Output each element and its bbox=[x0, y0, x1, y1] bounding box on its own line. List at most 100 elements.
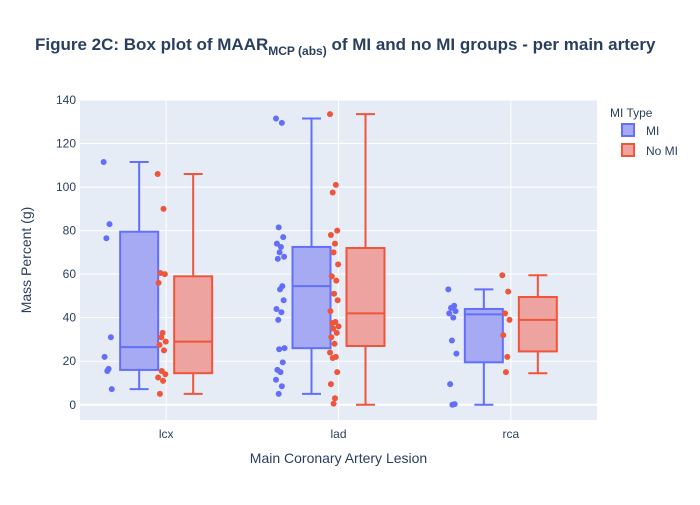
data-point bbox=[278, 119, 285, 126]
data-point bbox=[448, 304, 455, 311]
data-point bbox=[335, 261, 342, 268]
data-point bbox=[332, 181, 339, 188]
box-series bbox=[119, 113, 558, 406]
data-point bbox=[275, 390, 282, 397]
y-axis-label: Mass Percent (g) bbox=[18, 207, 34, 314]
data-point bbox=[100, 159, 107, 166]
data-point bbox=[327, 308, 334, 315]
data-point bbox=[452, 308, 459, 315]
data-point bbox=[273, 305, 280, 312]
data-point bbox=[333, 277, 340, 284]
y-tick-label: 100 bbox=[56, 180, 76, 194]
data-point bbox=[276, 249, 283, 256]
data-point bbox=[277, 286, 284, 293]
iqr-box bbox=[291, 245, 332, 350]
data-point bbox=[276, 346, 283, 353]
data-point bbox=[273, 115, 279, 122]
box-mi-rca bbox=[463, 288, 504, 406]
data-point bbox=[275, 224, 282, 231]
data-point bbox=[334, 227, 341, 234]
title-main: Figure 2C: Box plot of MAAR bbox=[35, 35, 268, 54]
x-tick-labels: lcx lad rca bbox=[159, 427, 520, 441]
title-subscript: MCP (abs) bbox=[268, 44, 326, 58]
data-point bbox=[506, 316, 513, 323]
y-tick-label: 40 bbox=[63, 311, 77, 325]
iqr-box bbox=[173, 275, 214, 375]
data-point bbox=[155, 374, 162, 381]
data-point bbox=[273, 240, 280, 247]
data-point bbox=[280, 297, 287, 304]
data-point bbox=[162, 338, 169, 345]
data-point bbox=[335, 323, 342, 330]
data-point bbox=[504, 353, 511, 360]
data-point bbox=[446, 310, 453, 317]
x-tick-label: lad bbox=[330, 427, 346, 441]
data-point bbox=[277, 243, 284, 250]
box-no-mi-lcx bbox=[173, 173, 214, 395]
y-tick-label: 80 bbox=[63, 224, 77, 238]
data-point bbox=[328, 334, 335, 341]
data-point bbox=[278, 309, 285, 316]
title-rest: of MI and no MI groups - per main artery bbox=[327, 35, 656, 54]
data-point bbox=[101, 353, 108, 360]
chart-title: Figure 2C: Box plot of MAARMCP (abs) of … bbox=[35, 35, 656, 58]
data-point bbox=[274, 255, 281, 262]
data-point bbox=[331, 290, 338, 297]
legend-title: MI Type bbox=[610, 106, 653, 120]
iqr-box bbox=[463, 307, 504, 364]
box-mi-lad bbox=[291, 117, 332, 395]
data-points bbox=[100, 111, 513, 408]
data-point bbox=[331, 395, 338, 402]
data-point bbox=[160, 377, 167, 384]
y-tick-label: 0 bbox=[69, 398, 76, 412]
data-point bbox=[330, 249, 337, 256]
data-point bbox=[277, 369, 284, 376]
data-point bbox=[327, 349, 333, 356]
data-point bbox=[157, 270, 164, 277]
data-point bbox=[499, 272, 506, 279]
x-axis-label: Main Coronary Artery Lesion bbox=[250, 450, 427, 466]
legend: MI Type MI No MI bbox=[610, 106, 678, 158]
iqr-box bbox=[345, 247, 386, 347]
data-point bbox=[160, 205, 167, 212]
data-point bbox=[447, 381, 454, 388]
data-point bbox=[103, 235, 110, 242]
box-no-mi-rca bbox=[517, 274, 558, 375]
legend-swatch bbox=[621, 143, 635, 157]
data-point bbox=[327, 111, 333, 118]
legend-swatch bbox=[621, 123, 635, 137]
data-point bbox=[155, 279, 162, 286]
data-point bbox=[500, 332, 507, 339]
data-point bbox=[329, 189, 336, 196]
box-mi-lcx bbox=[119, 161, 160, 391]
y-tick-label: 60 bbox=[63, 267, 77, 281]
data-point bbox=[154, 171, 161, 178]
data-point bbox=[275, 316, 282, 323]
iqr-box bbox=[517, 296, 558, 353]
data-point bbox=[448, 337, 455, 344]
grid-lines bbox=[80, 99, 597, 420]
data-point bbox=[156, 341, 163, 348]
data-point bbox=[331, 340, 338, 347]
data-point bbox=[108, 386, 115, 393]
data-point bbox=[445, 286, 452, 293]
data-point bbox=[158, 334, 165, 341]
y-tick-label: 120 bbox=[56, 137, 76, 151]
legend-label: No MI bbox=[646, 144, 678, 158]
data-point bbox=[281, 253, 288, 260]
data-point bbox=[273, 376, 279, 383]
data-point bbox=[328, 273, 335, 280]
data-point bbox=[280, 234, 287, 241]
data-point bbox=[279, 359, 286, 366]
iqr-box bbox=[119, 230, 160, 371]
data-point bbox=[450, 314, 457, 321]
data-point bbox=[331, 240, 338, 247]
data-point bbox=[333, 329, 340, 336]
data-point bbox=[161, 271, 168, 278]
y-tick-label: 140 bbox=[56, 93, 76, 107]
data-point bbox=[104, 368, 111, 375]
data-point bbox=[327, 381, 334, 388]
data-point bbox=[502, 369, 509, 376]
